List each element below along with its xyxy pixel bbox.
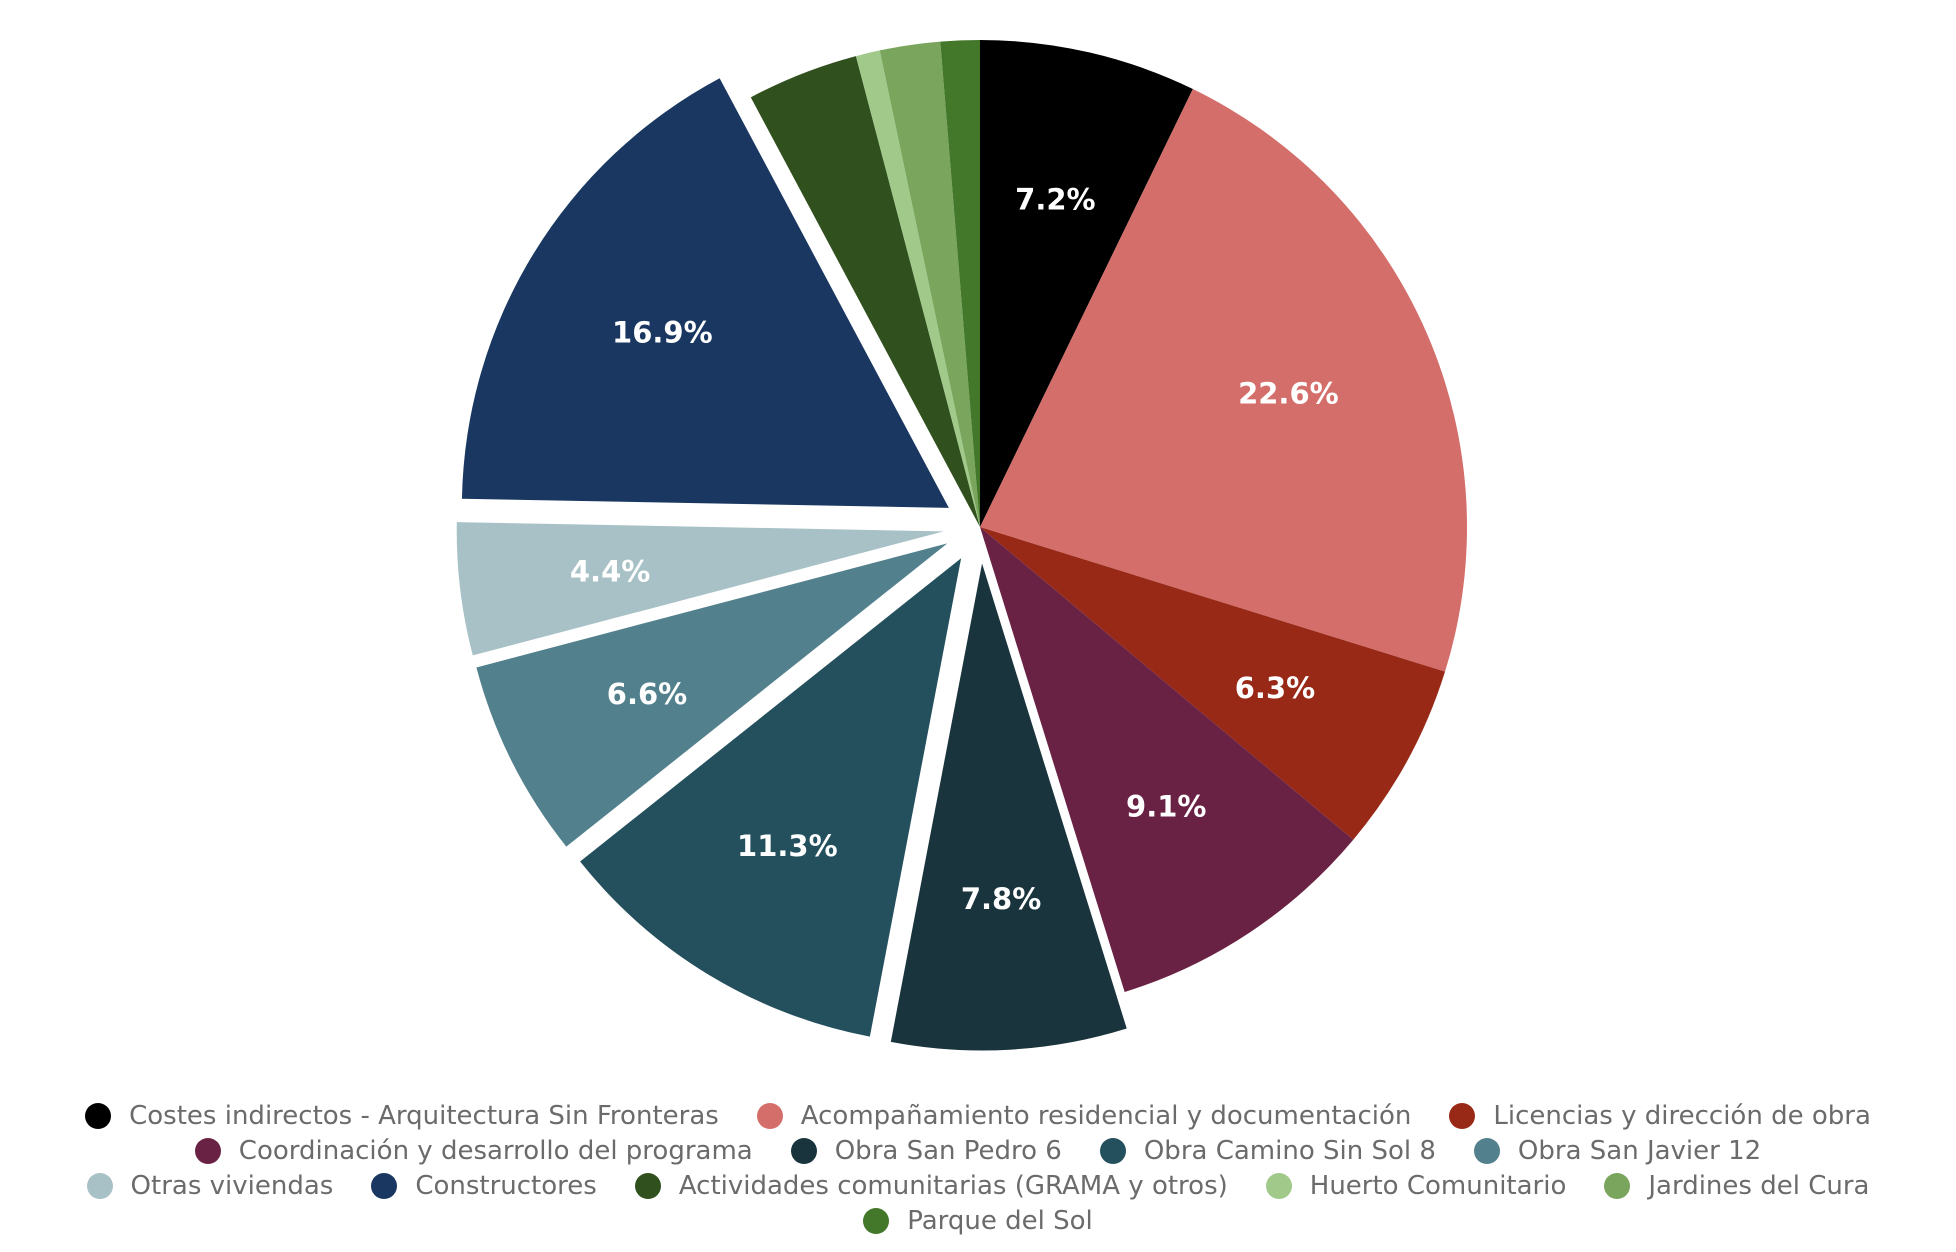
legend-item-acompanamiento-residencial-y-documentacion[interactable]: Acompañamiento residencial y documentaci… — [756, 1100, 1412, 1131]
pie-slice-obra-san-javier-12[interactable] — [476, 543, 948, 847]
legend-label: Otras viviendas — [130, 1170, 334, 1201]
slice-value-label: 11.3% — [737, 829, 838, 863]
legend-marker-icon — [1473, 1137, 1500, 1164]
legend-item-actividades-comunitarias-grama-y-otros[interactable]: Actividades comunitarias (GRAMA y otros) — [634, 1170, 1228, 1201]
legend-item-jardines-del-cura[interactable]: Jardines del Cura — [1604, 1170, 1869, 1201]
pie-labels: 7.2% 22.6% 6.3% 9.1% 7.8% 11.3% 6.6% 4.4% 16.9% — [570, 183, 1339, 916]
legend-item-obra-san-javier-12[interactable]: Obra San Javier 12 — [1473, 1135, 1762, 1166]
legend-marker-icon — [86, 1172, 113, 1199]
pie-slice-costes-indirectos-arquitectura-sin-fronteras[interactable] — [980, 40, 1193, 527]
slice-value-label: 7.8% — [961, 882, 1041, 916]
pie-slice-obra-san-pedro-6[interactable] — [890, 563, 1127, 1051]
slice-value-label: 6.3% — [1235, 671, 1315, 705]
legend-item-constructores[interactable]: Constructores — [371, 1170, 597, 1201]
slice-value-label: 7.2% — [1015, 183, 1095, 217]
pie-slice-otras-viviendas[interactable] — [456, 522, 944, 656]
pie-slice-jardines-del-cura[interactable] — [879, 41, 980, 528]
legend-marker-icon — [371, 1172, 398, 1199]
legend-label: Parque del Sol — [907, 1205, 1093, 1236]
legend-marker-icon — [85, 1102, 112, 1129]
legend-label: Acompañamiento residencial y documentaci… — [800, 1100, 1412, 1131]
legend-label: Licencias y dirección de obra — [1493, 1100, 1871, 1131]
legend-marker-icon — [1099, 1137, 1126, 1164]
legend-marker-icon — [634, 1172, 661, 1199]
legend: Costes indirectos - Arquitectura Sin Fro… — [60, 1100, 1896, 1236]
legend-item-parque-del-sol[interactable]: Parque del Sol — [863, 1205, 1093, 1236]
legend-item-coordinacion-y-desarrollo-del-programa[interactable]: Coordinación y desarrollo del programa — [194, 1135, 753, 1166]
legend-marker-icon — [790, 1137, 817, 1164]
pie-slice-coordinacion-y-desarrollo-del-programa[interactable] — [980, 527, 1354, 993]
legend-label: Obra San Pedro 6 — [834, 1135, 1062, 1166]
legend-item-obra-camino-sin-sol-8[interactable]: Obra Camino Sin Sol 8 — [1099, 1135, 1436, 1166]
pie-slice-licencias-y-direccion-de-obra[interactable] — [980, 527, 1446, 840]
pie-slice-actividades-comunitarias-grama-y-otros[interactable] — [750, 56, 980, 527]
legend-marker-icon — [1265, 1172, 1292, 1199]
pie-slices — [456, 40, 1467, 1051]
legend-item-huerto-comunitario[interactable]: Huerto Comunitario — [1265, 1170, 1567, 1201]
legend-marker-icon — [1449, 1102, 1476, 1129]
legend-marker-icon — [756, 1102, 783, 1129]
slice-value-label: 9.1% — [1126, 790, 1206, 824]
legend-label: Obra Camino Sin Sol 8 — [1143, 1135, 1436, 1166]
pie-slice-parque-del-sol[interactable] — [940, 40, 980, 527]
pie-chart: 7.2% 22.6% 6.3% 9.1% 7.8% 11.3% 6.6% 4.4% 16.9% — [456, 40, 1467, 1051]
slice-value-label: 4.4% — [570, 554, 650, 588]
legend-item-otras-viviendas[interactable]: Otras viviendas — [86, 1170, 334, 1201]
legend-label: Coordinación y desarrollo del programa — [238, 1135, 753, 1166]
legend-marker-icon — [1604, 1172, 1631, 1199]
legend-label: Huerto Comunitario — [1309, 1170, 1567, 1201]
legend-label: Constructores — [415, 1170, 597, 1201]
legend-item-costes-indirectos-arquitectura-sin-fronteras[interactable]: Costes indirectos - Arquitectura Sin Fro… — [85, 1100, 719, 1131]
legend-label: Costes indirectos - Arquitectura Sin Fro… — [129, 1100, 719, 1131]
pie-slice-huerto-comunitario[interactable] — [855, 50, 980, 528]
legend-item-obra-san-pedro-6[interactable]: Obra San Pedro 6 — [790, 1135, 1062, 1166]
slice-value-label: 16.9% — [612, 315, 713, 349]
legend-label: Jardines del Cura — [1648, 1170, 1870, 1201]
slice-value-label: 6.6% — [607, 677, 687, 711]
legend-item-licencias-y-direccion-de-obra[interactable]: Licencias y dirección de obra — [1449, 1100, 1871, 1131]
pie-slice-obra-camino-sin-sol-8[interactable] — [580, 558, 962, 1037]
pie-slice-acompanamiento-residencial-y-documentacion[interactable] — [980, 88, 1467, 672]
legend-marker-icon — [863, 1207, 890, 1234]
legend-label: Actividades comunitarias (GRAMA y otros) — [678, 1170, 1228, 1201]
legend-marker-icon — [194, 1137, 221, 1164]
legend-label: Obra San Javier 12 — [1517, 1135, 1762, 1166]
slice-value-label: 22.6% — [1238, 377, 1339, 411]
pie-slice-constructores[interactable] — [461, 78, 949, 508]
